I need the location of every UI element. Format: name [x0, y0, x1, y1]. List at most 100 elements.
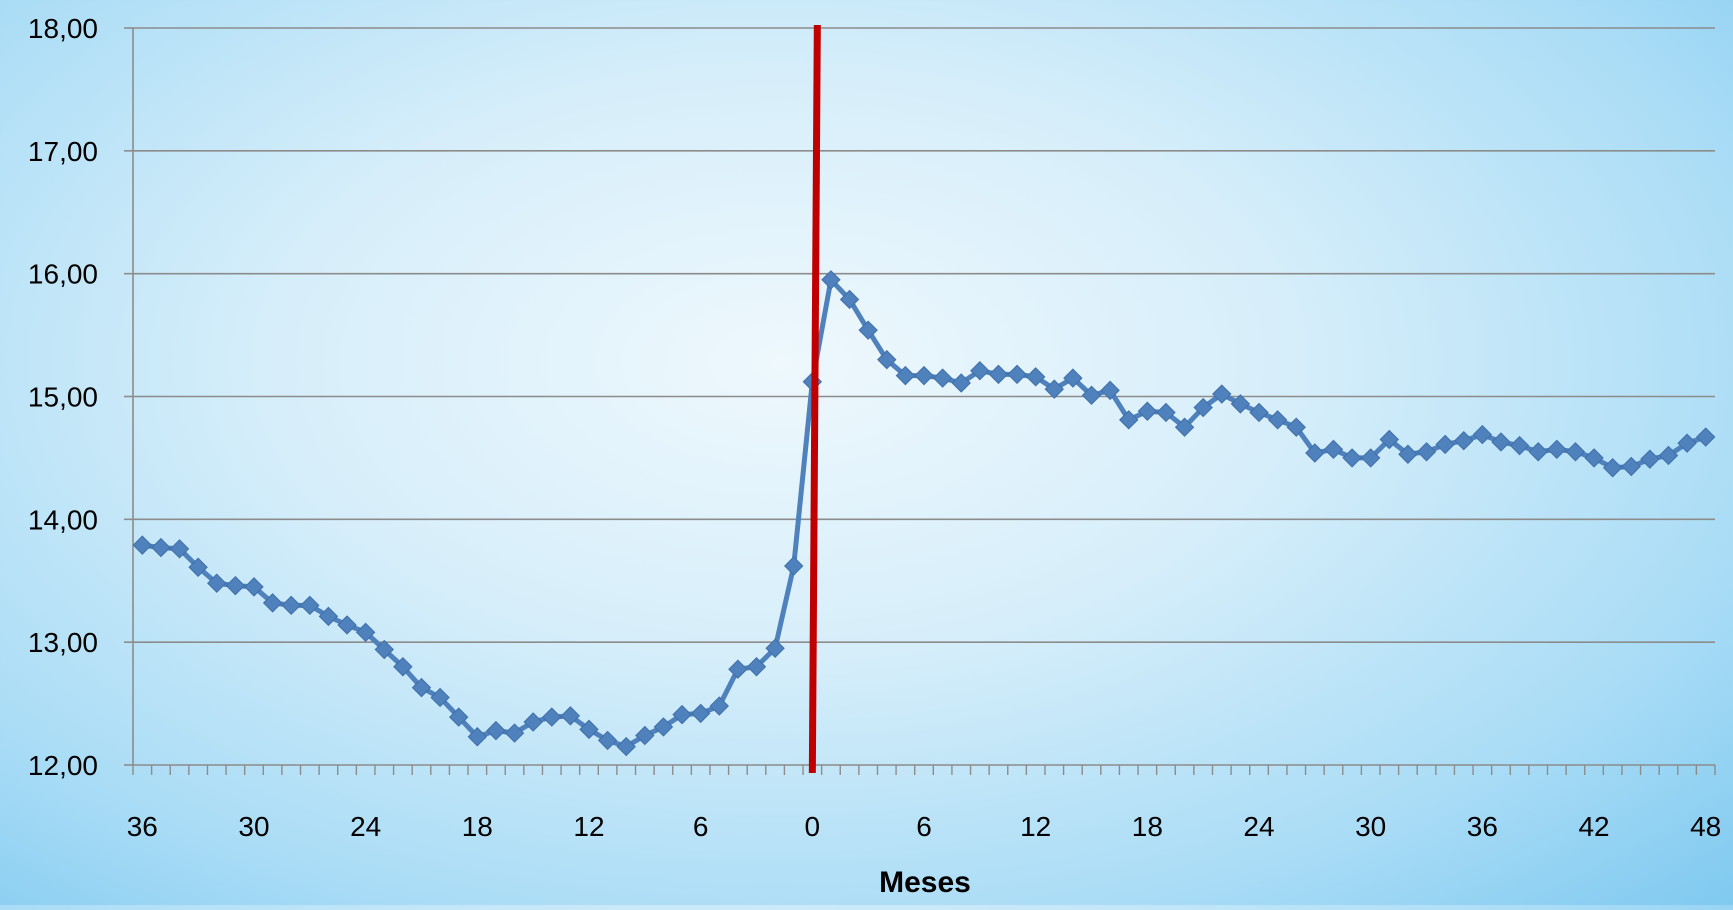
tick-labels: 12,00 13,00 14,00 15,00 16,00 17,00 18,00 36 30 2… [28, 13, 1721, 842]
data-point-marker [244, 577, 264, 597]
x-tick-label: 24 [350, 811, 381, 842]
data-point-marker [542, 707, 562, 727]
x-tick-label: 30 [1355, 811, 1386, 842]
data-point-marker [877, 349, 897, 370]
data-point-marker [318, 606, 339, 627]
data-point-marker [188, 557, 208, 577]
y-tick-label: 17,00 [28, 136, 98, 167]
data-point-marker [225, 575, 246, 596]
data-point-marker [1137, 401, 1158, 421]
data-point-marker [1119, 410, 1139, 430]
x-tick-label: 12 [573, 811, 604, 842]
data-point-marker [765, 638, 785, 659]
x-tick-label: 6 [693, 811, 709, 842]
data-point-marker [393, 657, 413, 677]
markers [132, 270, 1716, 757]
data-point-marker [151, 537, 171, 558]
data-point-marker [1602, 458, 1623, 478]
data-point-marker [653, 717, 674, 737]
data-point-marker [448, 707, 469, 727]
y-tick-label: 15,00 [28, 382, 98, 413]
data-point-marker [709, 696, 729, 716]
data-point-marker [1323, 439, 1344, 460]
x-tick-label: 36 [127, 811, 158, 842]
data-point-marker [411, 677, 432, 698]
data-point-marker [1007, 364, 1027, 385]
data-point-marker [728, 659, 748, 679]
data-point-marker [858, 320, 878, 340]
data-point-marker [1360, 448, 1381, 468]
y-tick-label: 12,00 [28, 750, 98, 781]
data-point-marker [690, 703, 711, 724]
x-tick-label: 18 [1132, 811, 1163, 842]
data-point-marker [169, 539, 190, 559]
data-point-marker [1695, 427, 1716, 447]
x-tick-label: 24 [1243, 811, 1274, 842]
data-point-marker [1509, 435, 1530, 456]
data-point-marker [635, 725, 655, 746]
data-point-marker [1528, 442, 1548, 462]
data-point-marker [374, 639, 394, 660]
data-point-marker [504, 723, 525, 743]
data-point-marker [914, 365, 934, 386]
x-tick-label: 6 [916, 811, 932, 842]
data-point-marker [523, 712, 543, 732]
data-point-marker [1081, 385, 1102, 405]
data-point-marker [932, 368, 953, 388]
data-point-marker [486, 720, 506, 741]
x-tick-label: 12 [1020, 811, 1051, 842]
data-point-marker [1063, 368, 1083, 388]
y-tick-label: 14,00 [28, 504, 98, 535]
y-tick-label: 13,00 [28, 627, 98, 658]
data-point-marker [1044, 379, 1064, 399]
data-point-marker [1435, 434, 1455, 455]
data-point-marker [579, 719, 599, 740]
data-point-marker [839, 289, 860, 310]
data-point-marker [1621, 456, 1641, 477]
data-point-marker [1286, 417, 1306, 437]
data-point-marker [1342, 448, 1362, 468]
data-point-marker [1379, 429, 1400, 450]
data-point-marker [262, 593, 283, 613]
data-point-marker [430, 687, 450, 708]
data-point-marker [1565, 442, 1586, 462]
data-point-marker [1025, 367, 1046, 387]
x-tick-label: 30 [238, 811, 269, 842]
y-tick-label: 16,00 [28, 259, 98, 290]
data-point-marker [951, 373, 971, 393]
data-point-marker [1174, 417, 1195, 437]
data-point-marker [672, 704, 692, 725]
data-point-marker [132, 535, 153, 555]
intervention-line-layer [808, 24, 821, 774]
x-tick-label: 48 [1690, 811, 1721, 842]
data-point-marker [1156, 402, 1176, 423]
data-point-marker [1230, 394, 1251, 414]
data-point-marker [1454, 431, 1474, 451]
data-point-marker [821, 270, 841, 290]
x-tick-label: 0 [805, 811, 821, 842]
data-point-marker [560, 706, 581, 726]
data-point-marker [895, 365, 916, 386]
x-tick-label: 18 [462, 811, 493, 842]
y-tick-label: 18,00 [28, 13, 98, 44]
series-layer [141, 277, 1707, 750]
data-point-marker [281, 595, 301, 616]
data-point-marker [1658, 445, 1679, 466]
data-point-marker [597, 730, 618, 751]
data-point-marker [1267, 410, 1288, 430]
axes [124, 27, 1716, 775]
data-point-marker [616, 736, 636, 757]
data-point-marker [988, 364, 1009, 385]
data-point-marker [970, 360, 990, 381]
data-point-marker [355, 622, 376, 643]
data-point-marker [207, 573, 227, 593]
data-point-marker [1640, 449, 1660, 469]
data-point-marker [1547, 439, 1567, 460]
data-point-marker [746, 657, 767, 677]
data-point-marker [1249, 402, 1269, 423]
data-point-marker [467, 727, 488, 747]
data-point-marker [1305, 443, 1325, 463]
data-point-marker [1100, 380, 1120, 401]
data-point-marker [1677, 433, 1697, 453]
